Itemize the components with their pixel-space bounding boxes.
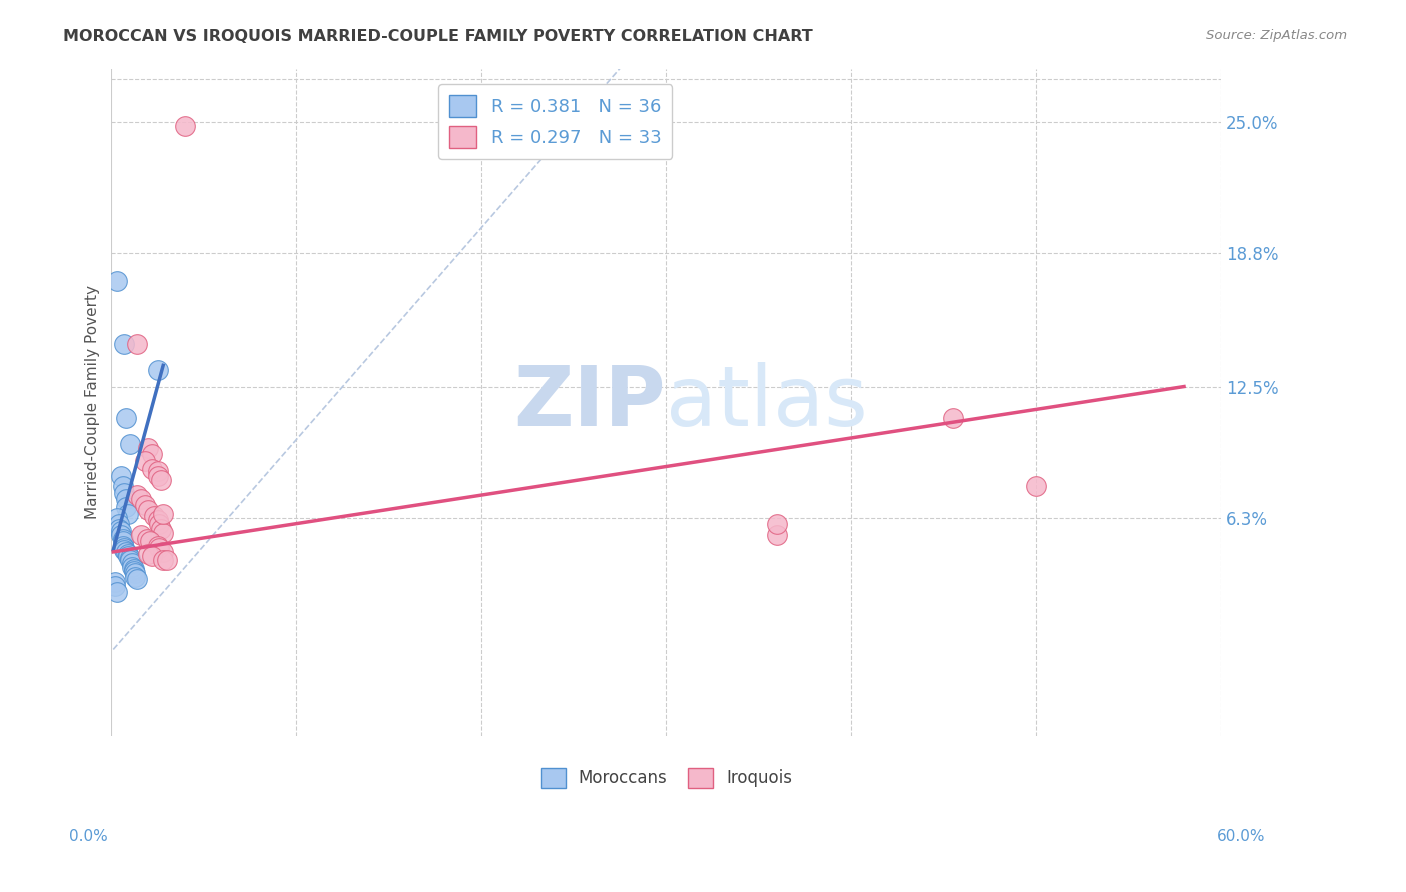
Point bbox=[139, 534, 162, 549]
Point bbox=[138, 547, 160, 561]
Text: atlas: atlas bbox=[666, 362, 868, 443]
Point bbox=[121, 556, 143, 570]
Point bbox=[146, 464, 169, 478]
Point bbox=[150, 522, 173, 536]
Point bbox=[104, 579, 127, 593]
Point bbox=[766, 528, 789, 542]
Point bbox=[174, 119, 197, 133]
Point bbox=[112, 542, 135, 557]
Point bbox=[127, 488, 149, 502]
Point bbox=[121, 559, 143, 574]
Point bbox=[112, 337, 135, 351]
Point bbox=[148, 517, 170, 532]
Point bbox=[146, 513, 169, 527]
Text: ZIP: ZIP bbox=[513, 362, 666, 443]
Point bbox=[138, 441, 160, 455]
Point bbox=[111, 532, 134, 546]
Point bbox=[152, 553, 174, 567]
Text: MOROCCAN VS IROQUOIS MARRIED-COUPLE FAMILY POVERTY CORRELATION CHART: MOROCCAN VS IROQUOIS MARRIED-COUPLE FAMI… bbox=[63, 29, 813, 44]
Point bbox=[105, 511, 128, 525]
Point bbox=[117, 507, 139, 521]
Point bbox=[108, 522, 131, 536]
Point bbox=[115, 411, 138, 425]
Point bbox=[110, 468, 132, 483]
Point bbox=[111, 534, 134, 549]
Point bbox=[110, 528, 132, 542]
Point bbox=[134, 454, 156, 468]
Point bbox=[117, 549, 139, 563]
Point bbox=[127, 573, 149, 587]
Y-axis label: Married-Couple Family Poverty: Married-Couple Family Poverty bbox=[86, 285, 100, 519]
Point bbox=[146, 539, 169, 553]
Point bbox=[108, 517, 131, 532]
Point bbox=[124, 570, 146, 584]
Point bbox=[146, 468, 169, 483]
Text: 60.0%: 60.0% bbox=[1218, 830, 1265, 844]
Point bbox=[105, 274, 128, 288]
Point bbox=[122, 564, 145, 578]
Point bbox=[124, 566, 146, 581]
Text: 0.0%: 0.0% bbox=[69, 830, 108, 844]
Point bbox=[134, 498, 156, 512]
Point bbox=[148, 541, 170, 555]
Point bbox=[105, 585, 128, 599]
Point bbox=[1025, 479, 1047, 493]
Point bbox=[150, 473, 173, 487]
Point bbox=[142, 508, 165, 523]
Point bbox=[152, 545, 174, 559]
Point bbox=[115, 545, 138, 559]
Point bbox=[766, 517, 789, 532]
Point bbox=[138, 502, 160, 516]
Point bbox=[118, 553, 141, 567]
Point bbox=[112, 485, 135, 500]
Point bbox=[117, 547, 139, 561]
Point bbox=[111, 539, 134, 553]
Point bbox=[141, 462, 163, 476]
Point bbox=[135, 532, 157, 546]
Point bbox=[152, 507, 174, 521]
Point bbox=[141, 549, 163, 563]
Point bbox=[110, 524, 132, 538]
Point bbox=[111, 479, 134, 493]
Point bbox=[146, 362, 169, 376]
Point bbox=[129, 528, 152, 542]
Point bbox=[115, 500, 138, 515]
Point bbox=[129, 491, 152, 506]
Point bbox=[112, 541, 135, 555]
Point bbox=[141, 447, 163, 461]
Legend: Moroccans, Iroquois: Moroccans, Iroquois bbox=[534, 761, 799, 795]
Point bbox=[122, 562, 145, 576]
Point bbox=[118, 437, 141, 451]
Point bbox=[127, 337, 149, 351]
Point bbox=[115, 491, 138, 506]
Text: Source: ZipAtlas.com: Source: ZipAtlas.com bbox=[1206, 29, 1347, 42]
Point bbox=[156, 553, 179, 567]
Point bbox=[942, 411, 965, 425]
Point bbox=[104, 574, 127, 589]
Point bbox=[152, 525, 174, 540]
Point bbox=[118, 551, 141, 566]
